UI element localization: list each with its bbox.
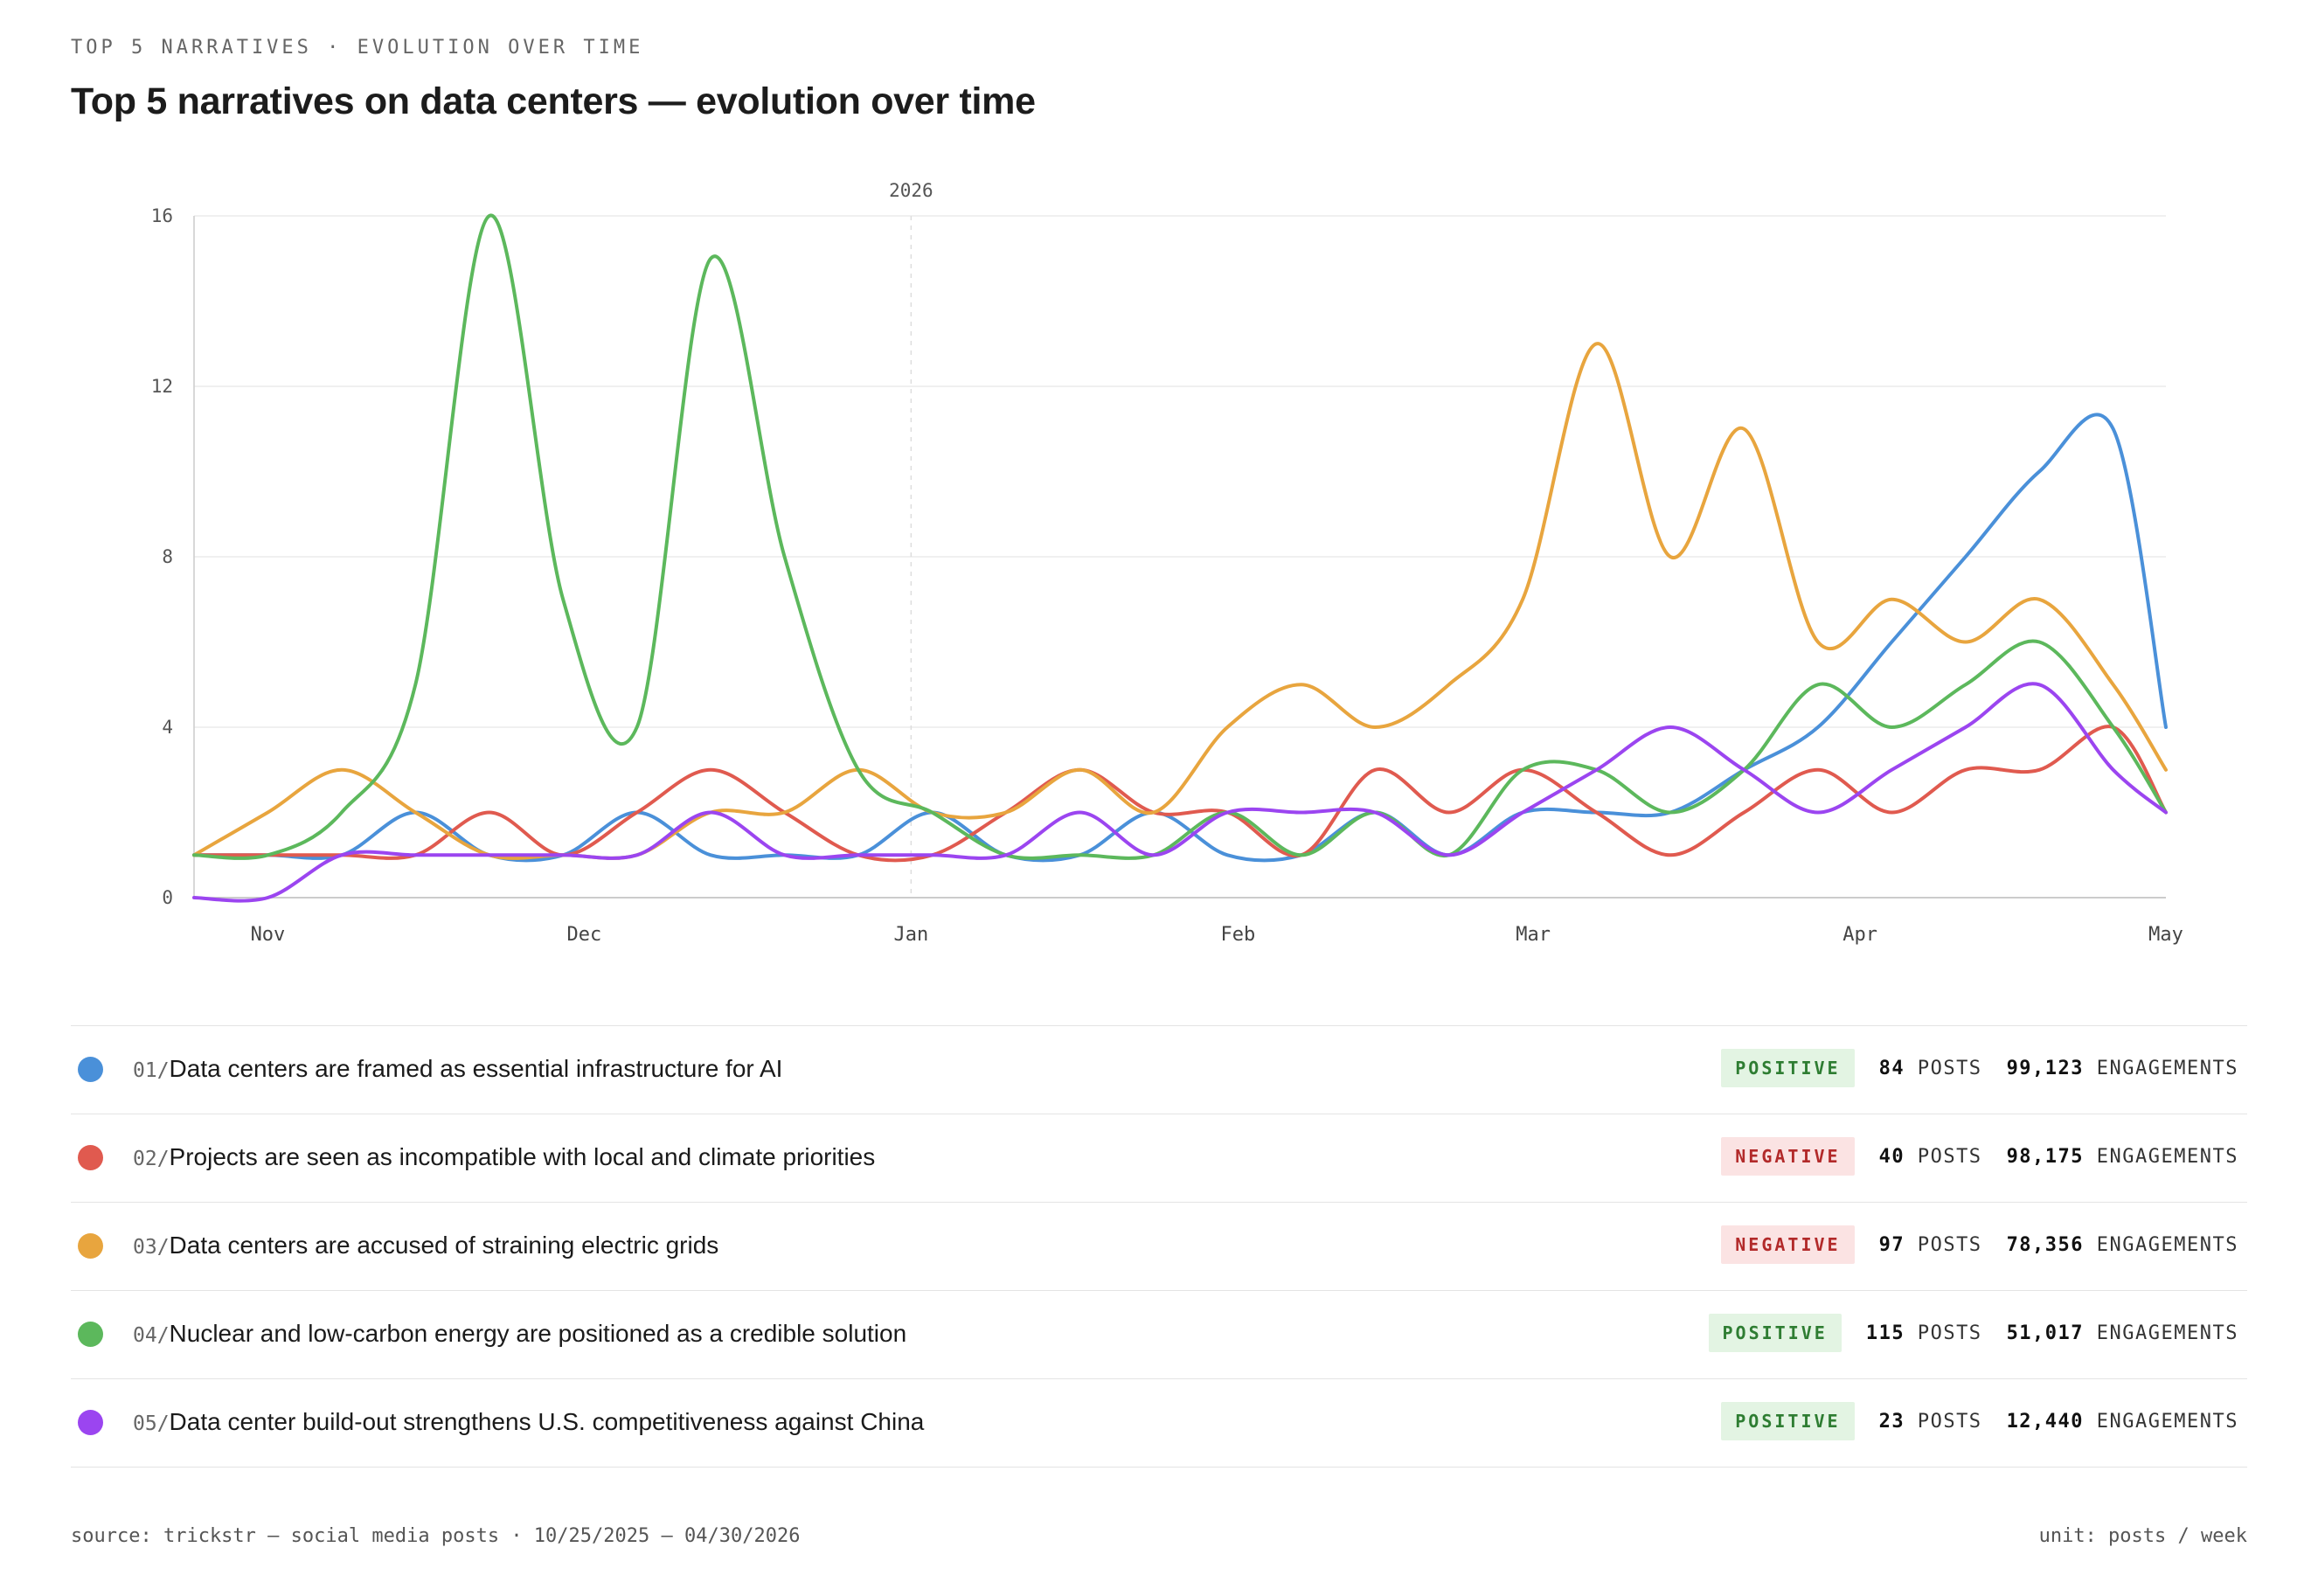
legend-label: Data centers are accused of straining el… [169, 1232, 719, 1259]
y-tick-label: 4 [162, 717, 173, 738]
legend-stats: NEGATIVE 40 POSTS 98,175 ENGAGEMENTS [1721, 1137, 2238, 1176]
legend-label-wrap: 02/Projects are seen as incompatible wit… [133, 1143, 875, 1171]
y-tick-label: 8 [162, 546, 173, 567]
legend-index: 01/ [133, 1059, 170, 1082]
engagements-value: 51,017 [2006, 1322, 2085, 1344]
series-line-4 [192, 213, 2168, 860]
sentiment-badge: POSITIVE [1721, 1049, 1855, 1087]
engagements-unit: ENGAGEMENTS [2096, 1145, 2238, 1168]
legend-label: Data center build-out strengthens U.S. c… [169, 1408, 925, 1435]
x-tick-label: Apr [1843, 924, 1877, 946]
series-color-dot [78, 1145, 103, 1170]
chart-kicker: TOP 5 NARRATIVES · EVOLUTION OVER TIME [71, 37, 644, 59]
engagements-value: 78,356 [2006, 1233, 2085, 1256]
posts-value: 40 [1878, 1145, 1905, 1168]
narrative-legend: 01/Data centers are framed as essential … [71, 1025, 2247, 1468]
legend-row: 03/Data centers are accused of straining… [71, 1202, 2247, 1290]
legend-label-wrap: 03/Data centers are accused of straining… [133, 1232, 718, 1259]
engagements-value: 98,175 [2006, 1145, 2085, 1168]
sentiment-badge: NEGATIVE [1721, 1137, 1855, 1176]
x-tick-label: Dec [566, 924, 601, 946]
series-line-3 [192, 342, 2168, 860]
x-tick-label: Feb [1220, 924, 1255, 946]
x-tick-label: Jan [893, 924, 928, 946]
sentiment-badge: POSITIVE [1708, 1314, 1842, 1352]
posts-unit: POSTS [1917, 1410, 1982, 1433]
posts-unit: POSTS [1917, 1145, 1982, 1168]
posts-count: 84 POSTS [1879, 1058, 1982, 1079]
legend-index: 03/ [133, 1236, 170, 1259]
legend-row: 04/Nuclear and low-carbon energy are pos… [71, 1290, 2247, 1378]
posts-count: 40 POSTS [1879, 1146, 1982, 1168]
chart-title: Top 5 narratives on data centers — evolu… [71, 80, 1036, 122]
engagements-unit: ENGAGEMENTS [2096, 1410, 2238, 1433]
legend-stats: POSITIVE 23 POSTS 12,440 ENGAGEMENTS [1721, 1402, 2238, 1440]
series-line-2 [192, 725, 2168, 863]
engagements-count: 99,123 ENGAGEMENTS [2007, 1058, 2238, 1079]
engagements-count: 51,017 ENGAGEMENTS [2007, 1322, 2238, 1344]
posts-value: 23 [1878, 1410, 1905, 1433]
legend-row: 01/Data centers are framed as essential … [71, 1025, 2247, 1114]
y-tick-label: 0 [162, 887, 173, 908]
series-line-5 [192, 682, 2168, 903]
engagements-unit: ENGAGEMENTS [2096, 1322, 2238, 1344]
legend-index: 05/ [133, 1412, 170, 1435]
engagements-value: 12,440 [2006, 1410, 2085, 1433]
posts-unit: POSTS [1917, 1057, 1982, 1079]
legend-label: Nuclear and low-carbon energy are positi… [169, 1320, 907, 1347]
posts-value: 97 [1878, 1233, 1905, 1256]
year-marker-label: 2026 [889, 180, 933, 201]
engagements-count: 12,440 ENGAGEMENTS [2007, 1411, 2238, 1433]
legend-label-wrap: 01/Data centers are framed as essential … [133, 1055, 782, 1083]
series-line-1 [192, 413, 2168, 863]
posts-count: 97 POSTS [1879, 1234, 1982, 1256]
legend-label: Projects are seen as incompatible with l… [169, 1143, 876, 1170]
sentiment-badge: NEGATIVE [1721, 1225, 1855, 1264]
posts-value: 115 [1865, 1322, 1905, 1344]
legend-row: 02/Projects are seen as incompatible wit… [71, 1114, 2247, 1202]
y-tick-label: 16 [151, 205, 173, 226]
y-tick-label: 12 [151, 376, 173, 397]
series-color-dot [78, 1057, 103, 1082]
legend-stats: POSITIVE 84 POSTS 99,123 ENGAGEMENTS [1721, 1049, 2238, 1087]
posts-unit: POSTS [1917, 1233, 1982, 1256]
engagements-unit: ENGAGEMENTS [2096, 1057, 2238, 1079]
engagements-count: 78,356 ENGAGEMENTS [2007, 1234, 2238, 1256]
engagements-unit: ENGAGEMENTS [2096, 1233, 2238, 1256]
sentiment-badge: POSITIVE [1721, 1402, 1855, 1440]
legend-label-wrap: 04/Nuclear and low-carbon energy are pos… [133, 1320, 906, 1348]
series-color-dot [78, 1322, 103, 1347]
legend-label-wrap: 05/Data center build-out strengthens U.S… [133, 1408, 924, 1436]
x-tick-label: Nov [251, 924, 286, 946]
series-color-dot [78, 1410, 103, 1435]
x-tick-label: May [2148, 924, 2183, 946]
legend-row: 05/Data center build-out strengthens U.S… [71, 1378, 2247, 1468]
source-note: source: trickstr — social media posts · … [71, 1525, 801, 1547]
unit-note: unit: posts / week [2038, 1525, 2247, 1547]
legend-stats: NEGATIVE 97 POSTS 78,356 ENGAGEMENTS [1721, 1225, 2238, 1264]
line-chart: 0 4 8 12 16 2026 Nov Dec Jan Feb Mar Apr May [151, 180, 2183, 946]
engagements-count: 98,175 ENGAGEMENTS [2007, 1146, 2238, 1168]
legend-index: 02/ [133, 1148, 170, 1170]
legend-index: 04/ [133, 1324, 170, 1347]
posts-value: 84 [1878, 1057, 1905, 1079]
legend-stats: POSITIVE 115 POSTS 51,017 ENGAGEMENTS [1708, 1314, 2239, 1352]
posts-count: 23 POSTS [1879, 1411, 1982, 1433]
posts-count: 115 POSTS [1866, 1322, 1982, 1344]
x-tick-label: Mar [1516, 924, 1551, 946]
legend-label: Data centers are framed as essential inf… [169, 1055, 783, 1082]
engagements-value: 99,123 [2006, 1057, 2085, 1079]
series-color-dot [78, 1233, 103, 1259]
posts-unit: POSTS [1917, 1322, 1982, 1344]
